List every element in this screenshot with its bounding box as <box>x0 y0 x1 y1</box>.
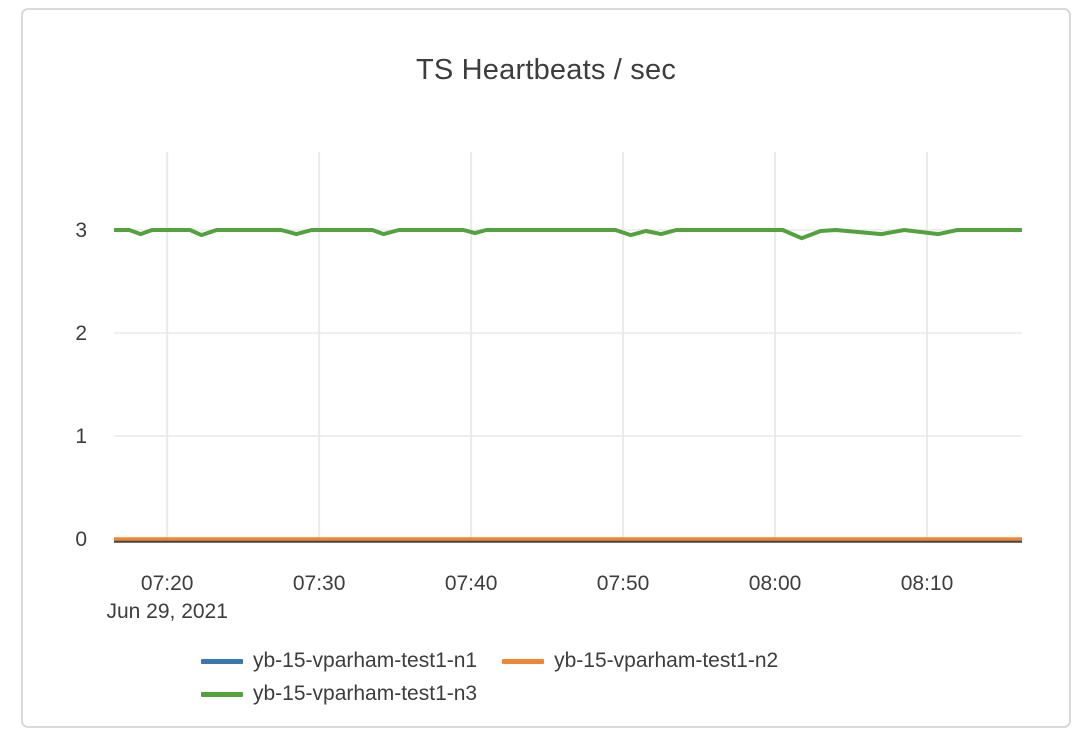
x-tick-label: 08:10 <box>901 572 954 595</box>
legend-label: yb-15-vparham-test1-n1 <box>253 649 478 672</box>
y-tick-label: 3 <box>75 219 87 242</box>
legend: yb-15-vparham-test1-n1 yb-15-vparham-test… <box>201 648 981 707</box>
y-tick-label: 2 <box>75 322 87 345</box>
legend-item-yb-15-vparham-test1-n2[interactable]: yb-15-vparham-test1-n2 <box>502 648 778 674</box>
legend-item-yb-15-vparham-test1-n1[interactable]: yb-15-vparham-test1-n1 <box>201 648 477 674</box>
legend-item-yb-15-vparham-test1-n3[interactable]: yb-15-vparham-test1-n3 <box>201 681 477 707</box>
legend-swatch <box>201 691 243 697</box>
x-tick-label: 07:40 <box>445 572 498 595</box>
x-axis-date-label: Jun 29, 2021 <box>106 600 227 623</box>
chart-plot-area[interactable]: 07:20 Jun 29, 2021 07:30 07:40 07:50 08:00 08:… <box>23 10 1069 726</box>
x-tick-label: 07:50 <box>597 572 650 595</box>
x-tick-label: 07:30 <box>293 572 346 595</box>
chart-title: TS Heartbeats / sec <box>415 54 677 86</box>
legend-label: yb-15-vparham-test1-n3 <box>253 682 478 705</box>
series-line-yb-15-vparham-test1-n3[interactable] <box>114 228 1022 241</box>
x-tick-label: 08:00 <box>749 572 802 595</box>
y-tick-label: 1 <box>75 425 87 448</box>
legend-label: yb-15-vparham-test1-n2 <box>554 649 779 672</box>
y-tick-label: 0 <box>75 528 87 551</box>
x-tick-label: 07:20 <box>141 572 194 595</box>
chart-card: TS Heartbeats / sec 07:20 Jun 29, 2021 07:… <box>21 8 1071 728</box>
legend-swatch <box>502 658 545 664</box>
legend-swatch <box>201 658 243 664</box>
